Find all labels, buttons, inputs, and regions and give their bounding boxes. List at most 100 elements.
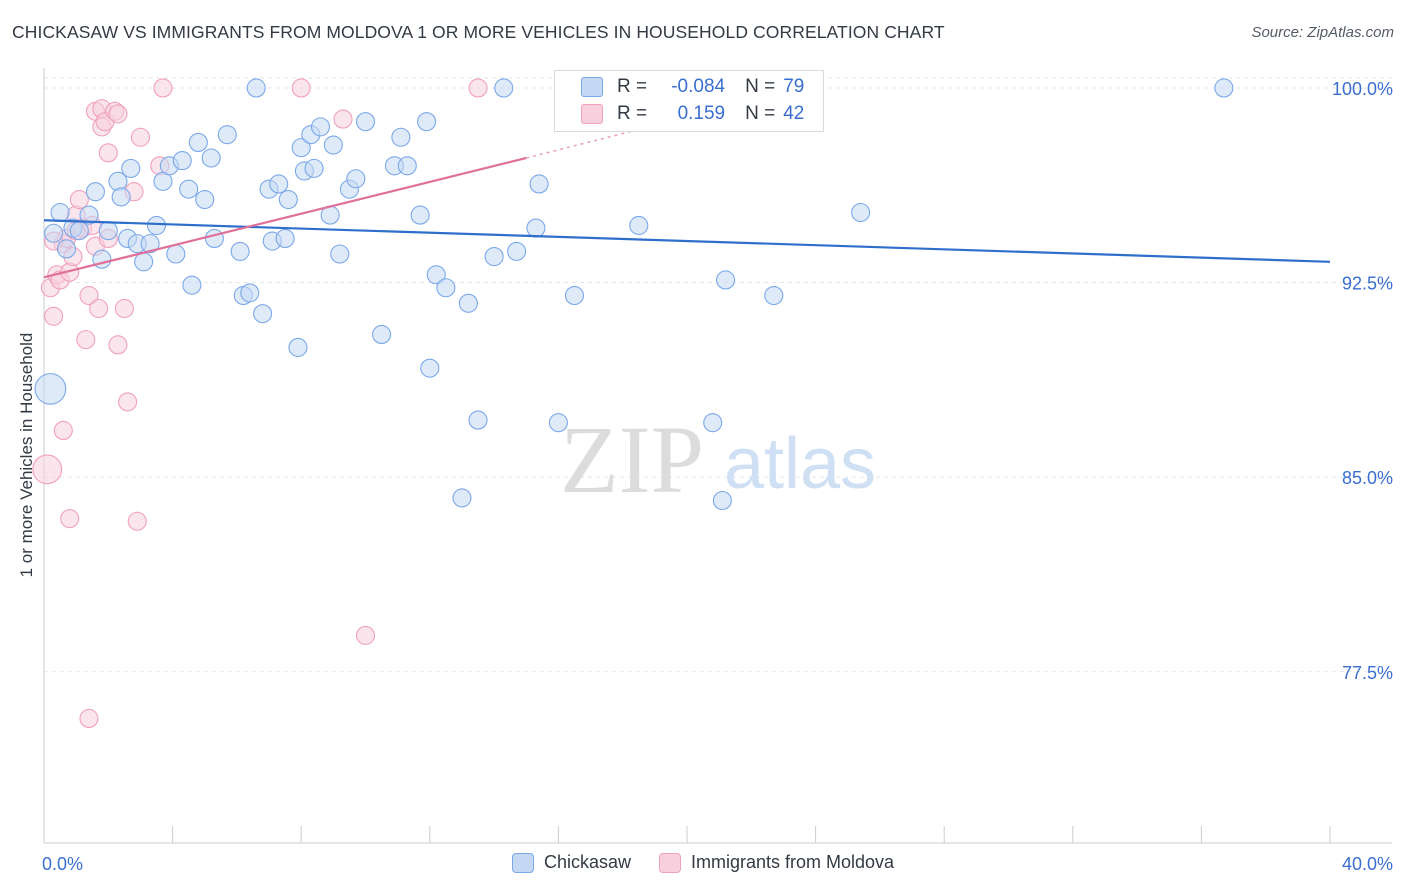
moldova-point [468, 78, 488, 98]
chickasaw-point [355, 112, 376, 132]
chickasaw-point [330, 244, 350, 264]
chickasaw-point [1214, 78, 1234, 98]
chickasaw-point [716, 270, 736, 290]
legend-n-label: N = [745, 76, 776, 97]
legend-swatch-chickasaw [581, 77, 603, 97]
chickasaw-point [98, 221, 118, 241]
chickasaw-point [121, 158, 141, 178]
chickasaw-point [304, 158, 324, 178]
legend-label-chickasaw: Chickasaw [543, 852, 631, 872]
moldova-point [44, 306, 64, 326]
y-axis-label: 1 or more Vehicles in Household [17, 332, 36, 578]
moldova-point [114, 298, 134, 319]
y-tick-label: 77.5% [1342, 663, 1393, 683]
legend-r-value: 0.159 [677, 103, 726, 124]
chickasaw-point [140, 234, 160, 254]
source-credit: Source: ZipAtlas.com [1251, 24, 1394, 41]
legend-item-chickasaw: Chickasaw [511, 852, 631, 873]
chickasaw-point [56, 239, 77, 259]
legend-item-moldova: Immigrants from Moldova [658, 852, 895, 873]
chickasaw-point [410, 205, 430, 225]
legend-swatch-moldova [581, 104, 603, 124]
moldova-point [32, 454, 63, 485]
moldova-point [69, 189, 89, 210]
chickasaw-point [426, 265, 446, 285]
x-tick-label-min: 0.0% [42, 854, 83, 874]
axes [43, 68, 1392, 844]
watermark-atlas: atlas [724, 424, 876, 504]
moldova-point [127, 511, 147, 531]
chickasaw-point [246, 78, 266, 98]
x-tick-label-max: 40.0% [1342, 854, 1393, 874]
tick-labels: 100.0% 92.5% 85.0% 77.5% 0.0% 40.0% [42, 79, 1393, 874]
chickasaw-point [179, 179, 199, 199]
moldova-point [130, 127, 150, 147]
chickasaw-point [172, 151, 192, 171]
chickasaw-point [288, 337, 308, 357]
legend-row-moldova: R = 0.159 N = 42 [581, 101, 804, 127]
moldova-point [108, 104, 128, 124]
chickasaw-point [310, 117, 331, 137]
moldova-point [76, 330, 96, 350]
chickasaw-point [436, 278, 456, 298]
chickasaw-point [564, 285, 585, 306]
y-tick-label: 92.5% [1342, 274, 1393, 294]
moldova-point [108, 335, 128, 355]
chart-title: CHICKASAW VS IMMIGRANTS FROM MOLDOVA 1 O… [12, 22, 945, 42]
chickasaw-point [188, 132, 208, 152]
chickasaw-point [79, 205, 99, 225]
legend-n-value: 79 [783, 76, 805, 97]
chickasaw-point [526, 218, 546, 238]
moldova-point [53, 420, 73, 440]
trend-line-moldova [43, 156, 527, 279]
chickasaw-point [397, 156, 417, 176]
grid-lines [44, 77, 1392, 673]
watermark: ZIP atlas [560, 406, 876, 513]
stats-legend: R = -0.084 N = 79 R = 0.159 N = 42 [554, 70, 824, 132]
chickasaw-point [372, 324, 392, 344]
chickasaw-point [468, 410, 488, 430]
series-immigrants-from-moldova [32, 78, 488, 729]
chickasaw-point [146, 215, 167, 236]
legend-row-chickasaw: R = -0.084 N = 79 [581, 74, 804, 100]
chickasaw-point [291, 138, 311, 158]
chickasaw-point [346, 169, 366, 189]
chickasaw-point [278, 189, 298, 210]
chickasaw-point [166, 244, 186, 264]
chickasaw-point [134, 252, 154, 272]
chickasaw-point [204, 228, 224, 248]
chickasaw-point [494, 78, 514, 98]
chickasaw-point [420, 358, 440, 378]
chickasaw-point [50, 202, 70, 223]
legend-n-value: 42 [783, 103, 805, 124]
moldova-point [79, 285, 99, 306]
chickasaw-point [85, 182, 105, 202]
trend-line-chickasaw [43, 219, 1331, 263]
moldova-point [355, 625, 376, 645]
chickasaw-point [712, 490, 732, 511]
moldova-point [60, 509, 80, 529]
chickasaw-point [484, 247, 504, 267]
chickasaw-point [44, 223, 64, 243]
legend-n-label: N = [745, 103, 776, 124]
watermark-zip: ZIP [560, 406, 704, 513]
chickasaw-point [230, 241, 250, 261]
chickasaw-point [452, 488, 472, 508]
chickasaw-point [851, 202, 871, 223]
legend-swatch-chickasaw [511, 852, 534, 873]
legend-r-value: -0.084 [671, 76, 726, 97]
legend-label-moldova: Immigrants from Moldova [690, 852, 895, 872]
chickasaw-point [201, 148, 221, 168]
chickasaw-point [253, 304, 273, 324]
chickasaw-point [275, 228, 295, 248]
chickasaw-point [182, 275, 202, 295]
chickasaw-point [34, 373, 67, 405]
chickasaw-point [269, 174, 289, 194]
chickasaw-point [111, 187, 131, 207]
trend-lines [43, 100, 1331, 279]
chickasaw-point [507, 241, 527, 261]
y-tick-label: 100.0% [1332, 79, 1393, 99]
chickasaw-point [529, 174, 549, 194]
moldova-point [89, 298, 109, 319]
